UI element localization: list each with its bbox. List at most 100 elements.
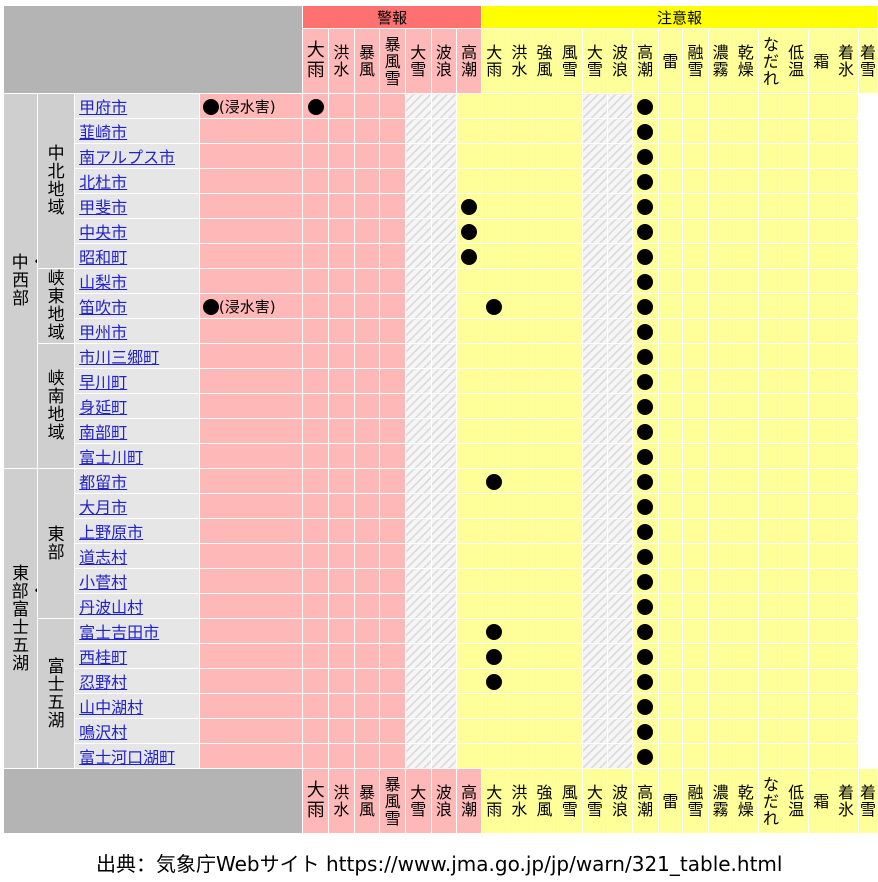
city-cell: 笛吹市	[74, 293, 200, 319]
warning-cell	[405, 618, 432, 644]
warning-cell	[328, 243, 355, 269]
col-header-label: 濃霧	[712, 783, 729, 819]
city-link[interactable]: 昭和町	[79, 248, 128, 267]
col-header-label: 暴風	[359, 43, 376, 79]
city-link[interactable]: 西桂町	[79, 648, 128, 667]
city-link[interactable]: 鳴沢村	[79, 723, 128, 742]
city-link[interactable]: 身延町	[79, 398, 128, 417]
warning-type-label: (浸水害)	[218, 97, 276, 116]
city-link[interactable]: 上野原市	[79, 523, 144, 542]
warning-cell	[328, 493, 355, 519]
city-link[interactable]: 山梨市	[79, 273, 128, 292]
advisory-cell	[707, 493, 734, 519]
advisory-cell	[707, 293, 734, 319]
advisory-cell	[657, 593, 684, 619]
city-link[interactable]: 早川町	[79, 373, 128, 392]
advisory-cell	[631, 618, 659, 644]
region-name: 中・西部	[11, 253, 37, 309]
advisory-cell	[707, 518, 734, 544]
city-link[interactable]: 都留市	[79, 473, 128, 492]
advisory-cell	[556, 393, 583, 419]
city-cell: 山中湖村	[74, 693, 200, 719]
advisory-cell	[833, 268, 859, 294]
warning-cell	[328, 743, 355, 769]
city-link[interactable]: 笛吹市	[79, 298, 128, 317]
city-cell: 道志村	[74, 543, 200, 569]
city-link[interactable]: 富士河口湖町	[79, 748, 176, 767]
advisory-cell	[732, 218, 760, 244]
advisory-cell	[531, 268, 558, 294]
table-row: 南部町	[4, 418, 878, 444]
city-link[interactable]: 甲斐市	[79, 198, 128, 217]
city-link[interactable]: 中央市	[79, 223, 128, 242]
advisory-cell	[631, 543, 659, 569]
advisory-cell	[808, 343, 835, 369]
advisory-cell	[607, 643, 633, 669]
advisory-cell	[480, 143, 508, 169]
warning-cell	[328, 268, 355, 294]
advisory-cell	[808, 368, 835, 394]
advisory-cell	[732, 718, 760, 744]
advisory-cell	[732, 318, 760, 344]
city-link[interactable]: 富士川町	[79, 448, 144, 467]
advisory-cell	[456, 518, 482, 544]
advisory-group-header: 注意報	[480, 5, 878, 29]
city-link[interactable]: 山中湖村	[79, 698, 144, 717]
col-header-label: 雷	[662, 51, 679, 71]
city-link[interactable]: 甲州市	[79, 323, 128, 342]
advisory-cell	[758, 593, 784, 619]
city-link[interactable]: 南アルプス市	[79, 148, 175, 167]
advisory-cell	[758, 368, 784, 394]
advisory-cell	[607, 318, 633, 344]
advisory-cell	[833, 243, 859, 269]
city-link[interactable]: 北杜市	[79, 173, 128, 192]
advisory-cell	[707, 568, 734, 594]
warning-cell	[328, 468, 355, 494]
advisory-cell	[808, 568, 835, 594]
advisory-cell	[682, 668, 709, 694]
advisory-cell	[556, 643, 583, 669]
advisory-cell	[782, 643, 810, 669]
city-link[interactable]: 富士吉田市	[79, 623, 160, 642]
city-cell: 昭和町	[74, 243, 200, 269]
warning-cell	[379, 218, 406, 244]
city-link[interactable]: 小菅村	[79, 573, 128, 592]
advisory-cell	[808, 293, 835, 319]
advisory-cell	[581, 568, 609, 594]
advisory-mark	[637, 574, 654, 590]
city-link[interactable]: 忍野村	[79, 673, 128, 692]
warning-cell	[379, 668, 406, 694]
warning-cell	[328, 518, 355, 544]
advisory-cell	[707, 118, 734, 144]
city-link[interactable]: 甲府市	[79, 98, 128, 117]
warning-cell	[328, 293, 355, 319]
advisory-cell	[456, 643, 482, 669]
advisory-cell	[581, 443, 609, 469]
table-row: 小菅村	[4, 568, 878, 594]
advisory-cell	[607, 93, 633, 119]
advisory-cell	[808, 243, 835, 269]
advisory-cell	[682, 543, 709, 569]
advisory-mark	[637, 724, 654, 740]
advisory-cell	[607, 518, 633, 544]
warning-heavy-rain-cell	[198, 568, 304, 594]
city-link[interactable]: 丹波山村	[79, 598, 144, 617]
advisory-cell	[657, 668, 684, 694]
advisory-mark	[637, 474, 654, 490]
advisory-cell	[480, 693, 508, 719]
advisory-cell	[556, 243, 583, 269]
warning-cell	[302, 543, 330, 569]
advisory-cell	[758, 568, 784, 594]
warning-cell	[430, 643, 458, 669]
advisory-cell	[758, 193, 784, 219]
advisory-cell	[657, 368, 684, 394]
city-link[interactable]: 道志村	[79, 548, 128, 567]
city-link[interactable]: 韮崎市	[79, 123, 128, 142]
advisory-cell	[480, 493, 508, 519]
city-link[interactable]: 大月市	[79, 498, 128, 517]
warning-cell	[353, 618, 381, 644]
city-link[interactable]: 南部町	[79, 423, 128, 442]
advisory-cell	[808, 318, 835, 344]
city-link[interactable]: 市川三郷町	[79, 348, 160, 367]
advisory-cell	[732, 118, 760, 144]
